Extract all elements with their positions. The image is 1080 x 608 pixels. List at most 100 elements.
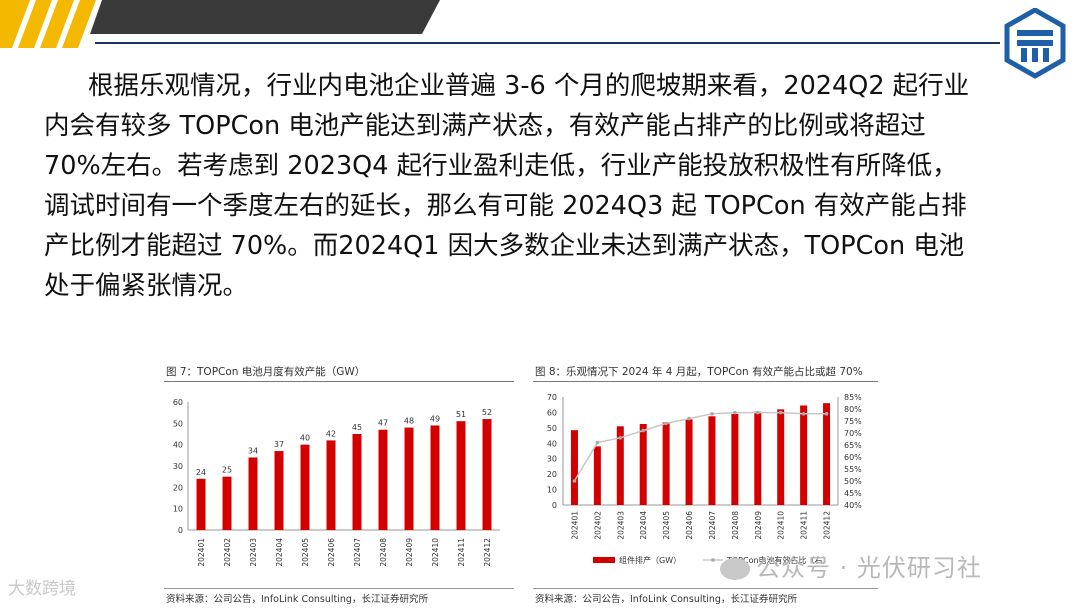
data-label: 45 [352,423,362,432]
y-tick-label-right: 55% [844,465,862,474]
x-tick-label: 202410 [777,511,786,540]
line-point [733,410,737,415]
bar [326,440,336,530]
x-tick-label: 202404 [275,538,284,567]
y-tick-label-left: 70 [547,393,557,402]
y-tick-label-right: 85% [844,393,862,402]
bar [754,411,762,505]
data-label: 52 [482,408,492,417]
bar [482,419,492,530]
fig8-source: 资料来源：公司公告，InfoLink Consulting，长江证券研究所 [535,594,797,605]
line-point [801,412,806,416]
watermark-right-text: 公众号 · 光伏研习社 [756,554,982,582]
x-tick-label: 202405 [662,511,671,540]
y-tick-label: 0 [178,526,183,535]
paragraph-line: 内会有较多 TOPCon 电池产能达到满产状态，有效产能占排产的比例或将超过 [44,111,926,141]
x-tick-label: 202402 [223,538,232,567]
bar [300,444,310,530]
x-tick-label: 202403 [249,538,258,567]
x-tick-label: 202412 [823,511,832,540]
bar [593,446,601,505]
y-tick-label-left: 30 [547,455,557,464]
y-tick-label-left: 50 [547,424,557,433]
paragraph-line: 处于偏紧张情况。 [44,271,249,301]
line-point [755,410,760,415]
data-label: 25 [222,466,232,475]
fig8-title: 图 8：乐观情况下 2024 年 4 月起，TOPCon 有效产能占比或超 70… [535,366,863,378]
line-point [664,421,668,426]
line-point [687,416,691,421]
paragraph-line: 产比例才能超过 70%。而2024Q1 因大多数企业未达到满产状态，TOPCon… [44,231,965,261]
y-tick-label-right: 75% [844,417,862,426]
data-label: 47 [378,419,388,428]
line-point [595,440,600,445]
y-tick-label-left: 0 [552,501,557,510]
series-line [573,411,827,482]
bar [570,430,578,505]
bar [662,422,670,505]
line-point [824,412,829,416]
bar [685,419,693,505]
bar [777,409,785,505]
x-tick-label: 202409 [405,538,414,567]
y-tick-label-left: 20 [547,470,557,479]
fig8-footer-rule [533,588,878,589]
bar [616,426,624,505]
bar [248,457,258,530]
body-paragraph: 根据乐观情况，行业内电池企业普遍 3-6 个月的爬坡期来看，2024Q2 起行业… [44,66,1044,306]
bar [222,476,232,530]
line-point [618,436,623,440]
data-label: 24 [196,468,206,477]
y-tick-label-left: 10 [547,486,557,495]
line-point [641,428,646,433]
fig7-title-rule [164,381,514,382]
data-label: 37 [274,440,284,449]
fig7-footer-rule [164,588,514,589]
line-point [572,479,577,483]
x-tick-label: 202405 [301,538,310,567]
bar [196,478,206,530]
fig7-title: 图 7：TOPCon 电池月度有效产能（GW） [166,366,366,378]
wechat-icon [720,558,750,580]
bar [378,429,388,530]
x-tick-label: 202412 [483,538,492,567]
bar [639,424,647,505]
x-tick-label: 202401 [197,538,206,567]
y-tick-label-right: 60% [844,453,862,462]
legend-swatch-bar [593,557,615,563]
x-tick-label: 202407 [353,538,362,567]
line-point [778,410,783,415]
y-tick-label: 10 [173,505,183,514]
y-tick-label-left: 40 [547,439,557,448]
fig7-source: 资料来源：公司公告，InfoLink Consulting，长江证券研究所 [166,594,428,605]
bar [708,416,716,505]
bar [800,405,808,505]
x-tick-label: 202402 [593,511,602,540]
header-stripes [0,0,440,48]
header-rule [95,42,1000,44]
y-tick-label-right: 45% [844,489,862,498]
paragraph-line: 70%左右。若考虑到 2023Q4 起行业盈利走低，行业产能投放积极性有所降低， [44,151,958,181]
x-tick-label: 202409 [754,511,763,540]
y-tick-label-right: 65% [844,441,862,450]
data-label: 42 [326,429,336,438]
y-tick-label-right: 70% [844,429,862,438]
y-tick-label: 50 [173,419,183,428]
x-tick-label: 202408 [731,511,740,540]
watermark-left: 大数跨境 [8,579,76,599]
x-tick-label: 202410 [431,538,440,567]
legend-label-line: TOPCon电池有效占比（右） [726,555,831,565]
bar [274,451,284,530]
fig8-chart: 0 10 20 30 40 50 60 70 40% 45% 50% 55% 60% 65% 70% 75% 8… [547,393,862,565]
bar [731,413,739,505]
legend-label-bar: 组件排产（GW） [619,555,681,565]
x-tick-label: 202403 [616,511,625,540]
bar [352,434,362,530]
bar [404,427,414,530]
bar [430,425,440,530]
bar [823,403,831,505]
y-tick-label: 20 [173,483,183,492]
y-tick-label: 60 [173,398,183,407]
line-point [710,412,714,416]
x-tick-label: 202411 [457,538,466,567]
